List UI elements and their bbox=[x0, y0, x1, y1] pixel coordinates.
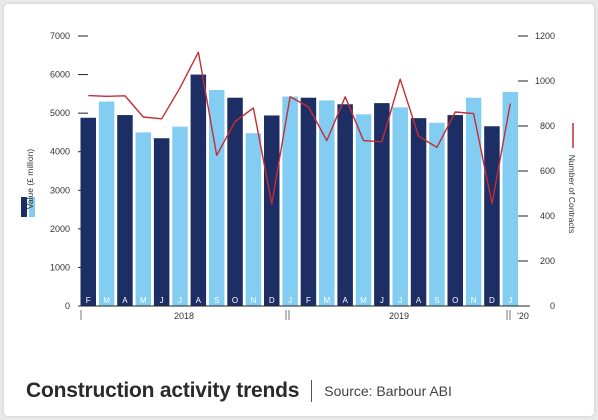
legend-swatch-dark bbox=[21, 197, 27, 217]
right-tick-label: 1000 bbox=[535, 76, 555, 86]
month-label: M bbox=[103, 296, 110, 305]
right-tick-label: 800 bbox=[540, 121, 555, 131]
bar bbox=[80, 117, 96, 307]
month-label: F bbox=[306, 296, 311, 305]
bar bbox=[135, 132, 152, 306]
month-label: J bbox=[288, 296, 292, 305]
month-label: S bbox=[434, 296, 439, 305]
left-tick-label: 2000 bbox=[50, 224, 70, 234]
contracts-line bbox=[88, 51, 511, 205]
year-label: 2019 bbox=[389, 311, 409, 321]
left-axis-title: Value (£ million) bbox=[25, 149, 35, 209]
left-tick-label: 3000 bbox=[50, 185, 70, 195]
bar bbox=[300, 97, 317, 306]
bar bbox=[392, 107, 408, 306]
month-label: M bbox=[323, 296, 330, 305]
bar bbox=[227, 97, 243, 306]
bar bbox=[153, 138, 170, 306]
line-series bbox=[88, 51, 511, 205]
month-label: M bbox=[360, 296, 367, 305]
chart-card: 0 1000 2000 3000 4000 5000 6000 7000 0 200 400 600… bbox=[4, 4, 594, 416]
bar bbox=[447, 115, 463, 306]
month-label: D bbox=[489, 296, 495, 305]
bar bbox=[319, 100, 335, 307]
month-label: O bbox=[232, 296, 238, 305]
caption-divider bbox=[311, 380, 313, 402]
month-label: J bbox=[508, 296, 512, 305]
right-tick-label: 400 bbox=[540, 211, 555, 221]
bar bbox=[264, 115, 280, 306]
left-legend: Value (£ million) bbox=[21, 149, 35, 217]
month-label: N bbox=[471, 296, 477, 305]
month-label: A bbox=[122, 296, 128, 305]
right-axis-title: Number of Contracts bbox=[567, 155, 577, 233]
month-label: D bbox=[269, 296, 275, 305]
bar bbox=[484, 126, 500, 306]
month-label: A bbox=[196, 296, 202, 305]
month-label: O bbox=[452, 296, 458, 305]
right-tick-label: 0 bbox=[550, 301, 555, 311]
bar bbox=[190, 74, 207, 306]
combo-chart: 0 1000 2000 3000 4000 5000 6000 7000 0 200 400 600… bbox=[21, 31, 577, 321]
left-tick-label: 0 bbox=[65, 301, 70, 311]
left-tick-label: 7000 bbox=[50, 31, 70, 41]
source-note: Source: Barbour ABI bbox=[324, 383, 452, 399]
left-tick-label: 4000 bbox=[50, 147, 70, 157]
bar bbox=[502, 91, 519, 306]
month-label: F bbox=[86, 296, 91, 305]
year-label: 2018 bbox=[174, 311, 194, 321]
month-label: M bbox=[140, 296, 147, 305]
bar bbox=[117, 115, 133, 306]
month-label: A bbox=[416, 296, 422, 305]
right-tick-label: 600 bbox=[540, 166, 555, 176]
bar bbox=[355, 114, 372, 306]
bar bbox=[282, 96, 298, 306]
bar-series bbox=[80, 74, 519, 307]
month-label: J bbox=[380, 296, 384, 305]
bar bbox=[245, 133, 262, 306]
x-axis: 2018 2019 '20 bbox=[78, 305, 530, 321]
caption: Construction activity trends Source: Bar… bbox=[26, 376, 452, 406]
month-label: N bbox=[251, 296, 257, 305]
right-tick-label: 200 bbox=[540, 256, 555, 266]
month-label: J bbox=[398, 296, 402, 305]
right-y-axis: 0 200 400 600 800 1000 1200 bbox=[518, 31, 555, 311]
bar bbox=[98, 101, 115, 306]
bar bbox=[208, 90, 225, 306]
right-tick-label: 1200 bbox=[535, 31, 555, 41]
month-label: J bbox=[160, 296, 164, 305]
bar bbox=[172, 126, 188, 307]
legend-swatch-light bbox=[29, 197, 35, 217]
right-legend: Number of Contracts bbox=[567, 123, 577, 233]
bar bbox=[429, 122, 445, 307]
chart-title: Construction activity trends bbox=[26, 379, 300, 402]
left-tick-label: 5000 bbox=[50, 108, 70, 118]
bar bbox=[374, 103, 390, 306]
bar bbox=[410, 118, 427, 307]
left-tick-label: 1000 bbox=[50, 262, 70, 272]
bar bbox=[337, 104, 353, 307]
left-tick-label: 6000 bbox=[50, 70, 70, 80]
month-label: S bbox=[214, 296, 219, 305]
year-label: '20 bbox=[517, 311, 529, 321]
bar bbox=[465, 97, 482, 306]
month-label: J bbox=[178, 296, 182, 305]
month-label: A bbox=[342, 296, 348, 305]
